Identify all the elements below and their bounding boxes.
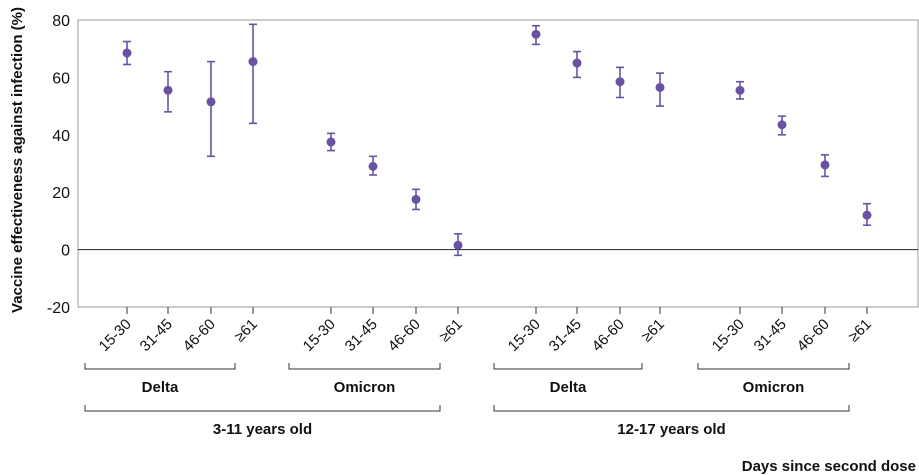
x-category-label: 15-30	[96, 316, 135, 355]
data-point	[615, 77, 625, 87]
y-axis-title: Vaccine effectiveness against infection …	[9, 7, 26, 313]
data-point	[368, 161, 378, 171]
variant-group-bracket	[697, 363, 850, 370]
age-group-bracket	[493, 405, 850, 412]
data-point	[326, 137, 336, 147]
x-category-label: 31-45	[546, 316, 585, 355]
x-category-label: ≥61	[231, 316, 261, 346]
data-point	[777, 120, 787, 130]
series	[122, 23, 872, 257]
data-point	[531, 29, 541, 39]
plot-frame	[77, 19, 919, 308]
variant-group-label: Omicron	[743, 379, 805, 396]
data-point	[206, 97, 216, 107]
x-axis-title: Days since second dose	[742, 458, 916, 475]
x-category-label: 46-60	[589, 316, 628, 355]
data-point	[655, 82, 665, 92]
variant-group-label: Omicron	[334, 379, 396, 396]
variant-group-bracket	[84, 363, 236, 370]
data-point	[453, 240, 463, 250]
data-point	[572, 58, 582, 68]
age-group-bracket	[84, 405, 441, 412]
variant-group-bracket	[288, 363, 441, 370]
y-tick-label: 20	[52, 185, 70, 202]
x-category-label: 15-30	[505, 316, 544, 355]
x-category-label: 15-30	[709, 316, 748, 355]
y-axis-ticks: -20 0 20 40 60 80	[47, 13, 70, 317]
variant-group-bracket	[493, 363, 643, 370]
x-category-label: ≥61	[436, 316, 466, 346]
x-category-label: 31-45	[342, 316, 381, 355]
age-group-label: 12-17 years old	[617, 421, 725, 438]
data-point	[248, 57, 258, 67]
y-tick-label: 40	[52, 128, 70, 145]
y-tick-label: 80	[52, 13, 70, 30]
variant-group-label: Delta	[550, 379, 587, 396]
data-point	[411, 194, 421, 204]
age-group-label: 3-11 years old	[213, 421, 312, 438]
x-category-label: ≥61	[638, 316, 668, 346]
data-point	[862, 210, 872, 220]
variant-group-label: Delta	[142, 379, 179, 396]
x-category-label: 31-45	[751, 316, 790, 355]
x-category-label: ≥61	[845, 316, 875, 346]
x-category-label: 46-60	[794, 316, 833, 355]
x-category-labels: 15-30 31-45 46-60 ≥61 15-30 31-45 46-60 ≥61 15-3…	[96, 307, 875, 355]
data-point	[820, 160, 830, 170]
x-category-label: 46-60	[180, 316, 219, 355]
data-point	[122, 48, 132, 58]
x-category-label: 46-60	[385, 316, 424, 355]
data-point	[163, 85, 173, 95]
x-category-label: 31-45	[137, 316, 176, 355]
data-point	[735, 85, 745, 95]
group-brackets: Delta Omicron Delta Omicron 3-11 years old 12…	[84, 363, 850, 438]
x-category-label: 15-30	[300, 316, 339, 355]
y-tick-label: 0	[61, 243, 70, 260]
y-tick-label: -20	[47, 300, 70, 317]
y-tick-label: 60	[52, 70, 70, 87]
